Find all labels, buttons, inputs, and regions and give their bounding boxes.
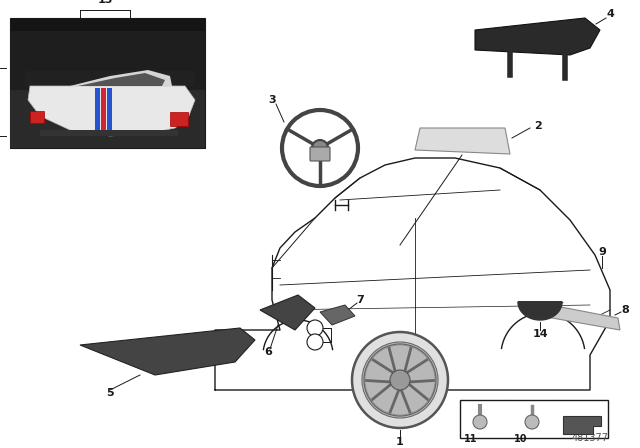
Polygon shape — [475, 18, 600, 55]
Circle shape — [312, 140, 328, 156]
Bar — [107, 88, 112, 132]
Circle shape — [352, 332, 448, 428]
Bar — [40, 130, 178, 136]
Text: 9: 9 — [598, 247, 606, 257]
Polygon shape — [65, 70, 172, 86]
FancyBboxPatch shape — [310, 147, 330, 161]
Text: 11: 11 — [464, 434, 477, 444]
Polygon shape — [518, 302, 562, 320]
Circle shape — [307, 334, 323, 350]
Circle shape — [307, 320, 323, 336]
Text: 1: 1 — [396, 437, 404, 447]
Polygon shape — [75, 73, 165, 86]
Text: 481377: 481377 — [572, 433, 609, 443]
Circle shape — [364, 344, 436, 416]
Polygon shape — [415, 128, 510, 154]
Bar — [95, 88, 100, 132]
Text: 3: 3 — [268, 95, 276, 105]
Text: 7: 7 — [356, 295, 364, 305]
Polygon shape — [260, 295, 315, 330]
Text: 4: 4 — [606, 9, 614, 19]
Circle shape — [362, 342, 438, 418]
Text: 14: 14 — [532, 329, 548, 339]
Bar — [170, 112, 188, 126]
Text: 11: 11 — [310, 339, 320, 345]
Polygon shape — [535, 302, 620, 330]
Text: 6: 6 — [264, 347, 272, 357]
Circle shape — [525, 415, 539, 429]
Text: 10: 10 — [514, 434, 527, 444]
Bar — [101, 88, 106, 132]
Circle shape — [473, 415, 487, 429]
Circle shape — [390, 370, 410, 390]
Bar — [10, 18, 205, 148]
Polygon shape — [563, 416, 601, 434]
Bar — [30, 111, 44, 123]
Polygon shape — [320, 305, 355, 325]
Text: 10: 10 — [310, 325, 320, 331]
Bar — [10, 31, 205, 90]
Text: 5: 5 — [106, 388, 114, 398]
Polygon shape — [28, 86, 195, 136]
Text: 2: 2 — [534, 121, 542, 131]
Bar — [25, 71, 195, 86]
Text: 8: 8 — [621, 305, 629, 315]
Bar — [460, 400, 608, 438]
Bar — [10, 90, 205, 148]
Text: 13: 13 — [97, 0, 113, 5]
Polygon shape — [80, 328, 255, 375]
